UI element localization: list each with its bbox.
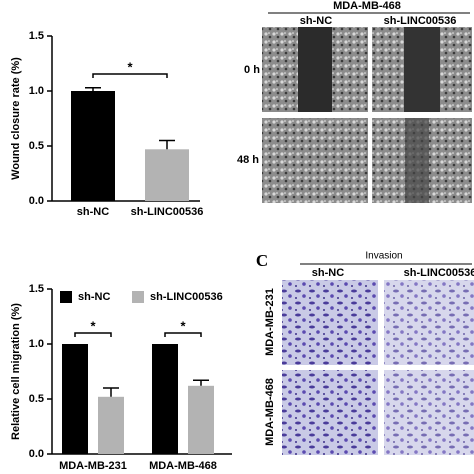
row-label: 0 h (244, 64, 260, 76)
bar (98, 396, 124, 454)
column-label: sh-LINC00536 (384, 15, 457, 27)
error-bar (193, 379, 209, 386)
panel-title: MDA-MB-468 (333, 0, 401, 12)
bar (62, 344, 88, 454)
column-label: sh-NC (312, 267, 344, 279)
y-axis-label: Relative cell migration (%) (10, 303, 22, 440)
y-tick-label: 1.0 (29, 85, 44, 97)
invasion-images (282, 263, 474, 455)
panel-letter: C (256, 251, 268, 270)
column-label: sh-NC (300, 15, 332, 27)
y-tick-label: 1.5 (29, 283, 44, 295)
x-tick-label: sh-LINC00536 (131, 206, 204, 218)
error-bar (85, 86, 101, 91)
legend-label: sh-LINC00536 (150, 291, 223, 303)
x-tick-label: sh-NC (77, 206, 109, 218)
panel-title: Invasion (365, 251, 402, 262)
bar (188, 385, 214, 454)
y-tick-label: 1.0 (29, 338, 44, 350)
y-tick-label: 0.0 (29, 195, 44, 207)
bar (145, 149, 189, 201)
significance-label: * (180, 318, 186, 333)
significance-bracket (92, 73, 168, 78)
significance-bracket (164, 332, 202, 337)
wound-images (262, 12, 472, 203)
significance-label: * (90, 318, 96, 333)
y-axis-label: Wound closure rate (%) (10, 57, 22, 180)
row-label: 48 h (237, 154, 259, 166)
y-tick-label: 0.5 (29, 140, 44, 152)
error-bar (159, 139, 175, 150)
legend-label: sh-NC (78, 291, 110, 303)
bar (152, 344, 178, 454)
column-label: sh-LINC00536 (404, 267, 474, 279)
y-tick-label: 0.5 (29, 393, 44, 405)
y-tick-label: 1.5 (29, 30, 44, 42)
x-tick-label: MDA-MB-468 (149, 460, 217, 472)
row-label: MDA-MB-231 (264, 288, 276, 356)
row-label: MDA-MB-468 (264, 378, 276, 446)
legend-swatch (60, 291, 72, 303)
bar (71, 91, 115, 201)
legend-swatch (132, 291, 144, 303)
significance-bracket (74, 332, 112, 337)
significance-label: * (127, 59, 133, 74)
x-tick-label: MDA-MB-231 (59, 460, 127, 472)
error-bar (103, 387, 119, 397)
y-tick-label: 0.0 (29, 448, 44, 460)
